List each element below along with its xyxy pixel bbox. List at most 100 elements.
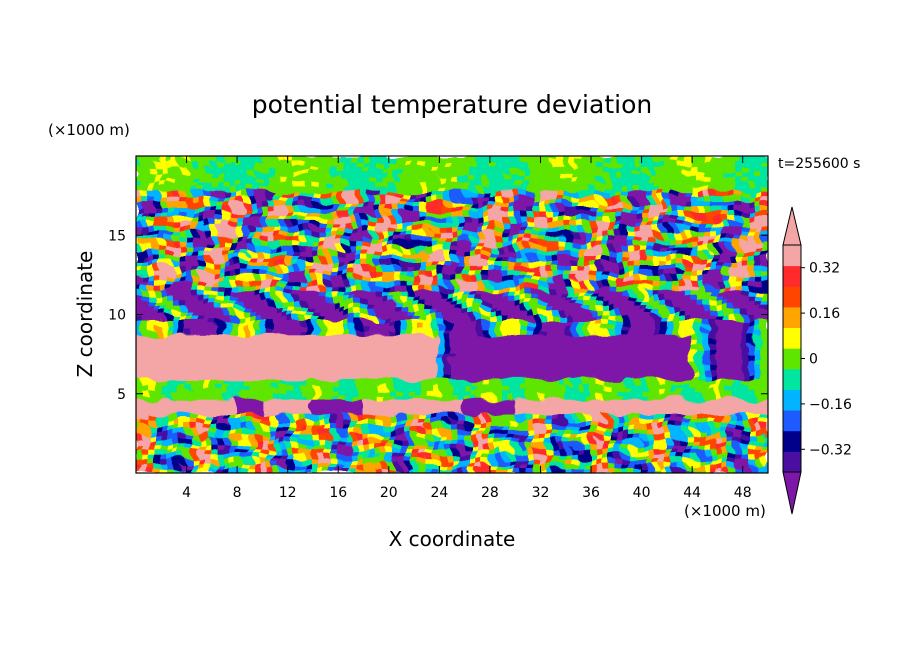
field-cell <box>438 328 447 336</box>
field-cell <box>242 273 251 281</box>
field-cell <box>311 323 321 331</box>
field-cell <box>406 278 416 286</box>
field-cell <box>217 377 226 385</box>
field-cell <box>141 462 150 470</box>
field-cell <box>330 323 340 331</box>
field-cell <box>533 169 542 177</box>
field-cell <box>514 447 523 455</box>
field-cell <box>242 457 251 465</box>
field-cell <box>318 447 327 455</box>
field-cell <box>545 442 555 450</box>
field-cell <box>280 169 289 177</box>
field-cell <box>533 462 542 470</box>
field-cell <box>469 462 479 470</box>
field-cell <box>545 363 555 370</box>
field-cell <box>609 397 618 405</box>
field-cell <box>520 298 529 306</box>
field-cell <box>507 452 517 460</box>
field-cell <box>179 298 188 306</box>
field-cell <box>362 263 371 271</box>
field-cell <box>469 338 479 346</box>
field-cell <box>248 363 258 370</box>
field-cell <box>381 308 390 316</box>
field-cell <box>136 259 144 266</box>
field-cell <box>476 204 485 212</box>
field-cell <box>153 303 163 311</box>
field-cell <box>583 209 593 217</box>
field-cell <box>293 298 302 306</box>
field-cell <box>299 288 308 296</box>
field-cell <box>438 209 447 217</box>
field-cell <box>368 259 378 266</box>
field-cell <box>501 263 510 271</box>
field-cell <box>457 367 466 375</box>
field-cell <box>299 358 308 366</box>
field-cell <box>602 363 611 370</box>
field-cell <box>185 372 194 380</box>
field-cell <box>571 358 580 366</box>
field-cell <box>495 298 504 306</box>
field-cell <box>545 382 555 390</box>
field-cell <box>476 254 485 262</box>
field-cell <box>406 353 416 361</box>
field-cell <box>451 457 460 465</box>
field-cell <box>172 442 182 450</box>
field-cell <box>419 159 428 167</box>
field-cell <box>488 343 498 351</box>
field-cell <box>280 179 289 187</box>
field-cell <box>141 422 150 430</box>
field-cell <box>267 353 277 361</box>
field-cell <box>615 169 624 177</box>
field-cell <box>236 229 245 237</box>
field-cell <box>387 467 397 473</box>
field-cell <box>444 338 453 346</box>
field-cell <box>514 427 523 435</box>
field-cell <box>583 273 593 281</box>
field-cell <box>166 412 175 420</box>
field-cell <box>526 278 536 286</box>
field-cell <box>488 382 498 390</box>
field-cell <box>482 318 491 326</box>
field-cell <box>248 156 258 162</box>
field-cell <box>526 293 536 301</box>
field-cell <box>577 209 586 217</box>
field-cell <box>451 452 460 460</box>
field-cell <box>236 189 245 197</box>
field-cell <box>172 278 182 286</box>
field-cell <box>368 159 378 167</box>
field-cell <box>204 452 213 460</box>
field-cell <box>457 407 466 415</box>
field-cell <box>217 343 226 351</box>
field-cell <box>229 358 239 366</box>
field-cell <box>425 467 435 473</box>
field-cell <box>305 219 314 227</box>
field-cell <box>198 268 207 276</box>
field-cell <box>147 392 156 400</box>
field-cell <box>596 244 605 252</box>
field-cell <box>136 457 144 465</box>
field-cell <box>141 358 150 366</box>
field-cell <box>577 412 586 420</box>
field-cell <box>343 328 352 336</box>
field-cell <box>488 224 498 232</box>
field-cell <box>337 293 346 301</box>
field-cell <box>526 422 536 430</box>
field-cell <box>476 372 485 380</box>
field-cell <box>520 382 529 390</box>
field-cell <box>330 174 340 182</box>
field-cell <box>495 244 504 252</box>
field-cell <box>191 427 201 435</box>
field-cell <box>153 204 163 212</box>
field-cell <box>204 377 213 385</box>
field-cell <box>476 199 485 207</box>
field-cell <box>248 348 258 356</box>
field-cell <box>349 457 359 465</box>
field-cell <box>267 313 277 321</box>
field-cell <box>590 159 599 167</box>
field-cell <box>160 229 169 237</box>
field-cell <box>444 467 453 473</box>
field-cell <box>179 156 188 162</box>
field-cell <box>533 268 542 276</box>
field-cell <box>280 313 289 321</box>
field-cell <box>533 288 542 296</box>
